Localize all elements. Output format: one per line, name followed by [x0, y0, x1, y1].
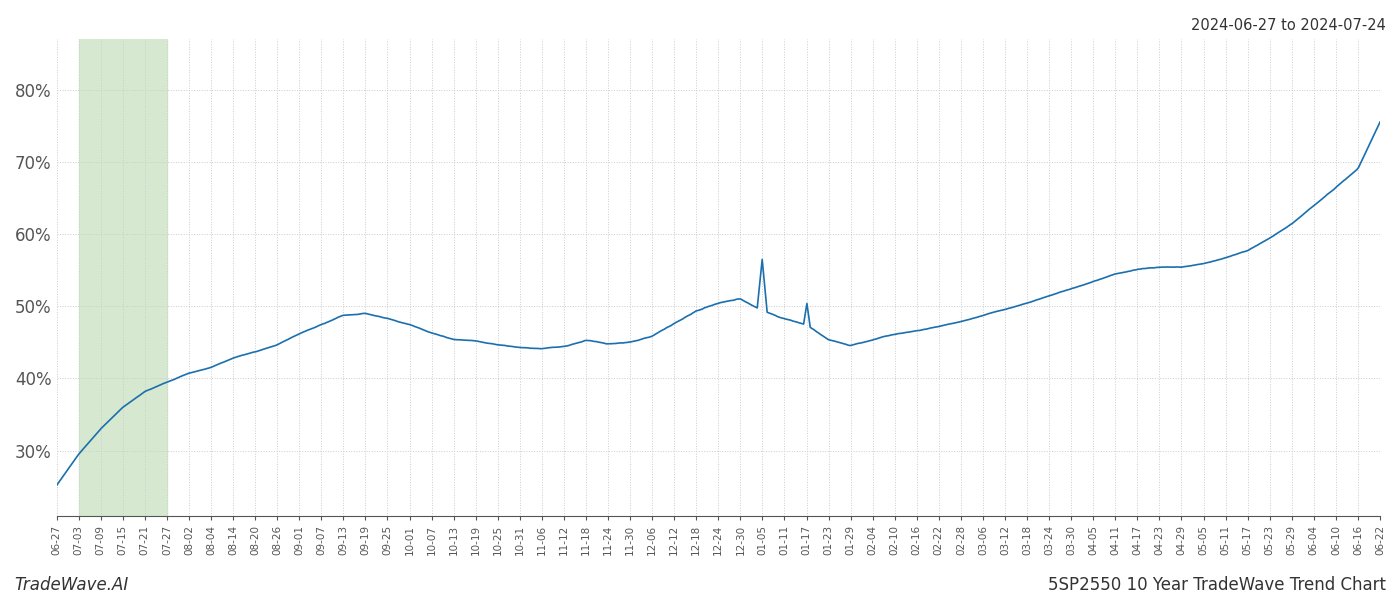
Bar	[78, 39, 167, 516]
Text: TradeWave.AI: TradeWave.AI	[14, 576, 129, 594]
Text: 2024-06-27 to 2024-07-24: 2024-06-27 to 2024-07-24	[1191, 18, 1386, 33]
Text: 5SP2550 10 Year TradeWave Trend Chart: 5SP2550 10 Year TradeWave Trend Chart	[1049, 576, 1386, 594]
